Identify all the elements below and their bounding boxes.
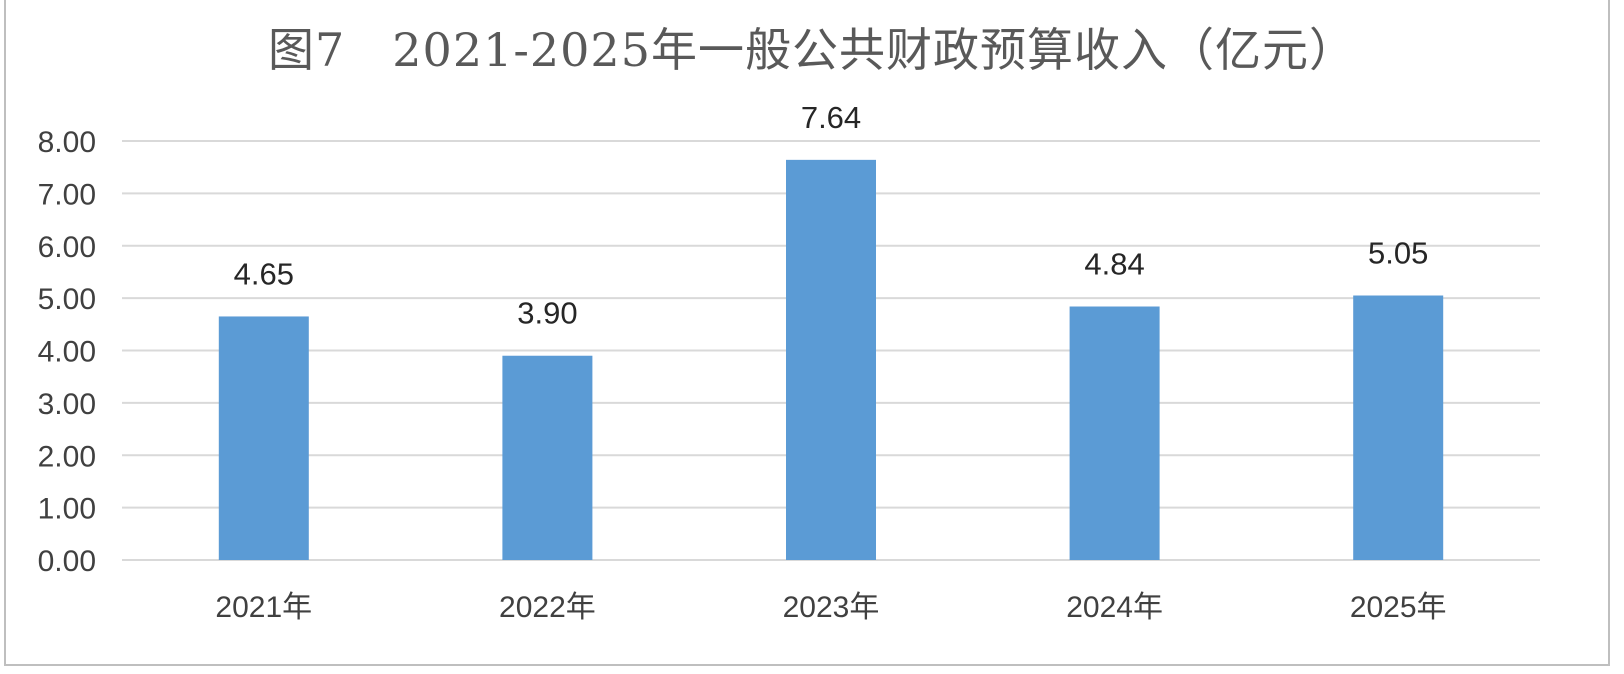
bar xyxy=(1069,306,1160,560)
x-tick-label: 2022年 xyxy=(499,591,596,624)
x-tick-label: 2021年 xyxy=(215,591,312,624)
bar xyxy=(786,159,876,561)
bar xyxy=(1353,295,1444,560)
data-label: 3.90 xyxy=(517,296,577,331)
data-label: 4.65 xyxy=(234,256,294,291)
bar xyxy=(502,355,593,560)
data-label: 7.64 xyxy=(801,100,861,135)
bar xyxy=(218,316,309,560)
y-tick-label: 1.00 xyxy=(38,493,96,526)
y-tick-label: 5.00 xyxy=(38,283,96,316)
y-tick-label: 3.00 xyxy=(38,388,96,421)
y-tick-label: 8.00 xyxy=(38,126,96,159)
y-tick-label: 6.00 xyxy=(38,231,96,264)
data-label: 4.84 xyxy=(1084,247,1144,282)
x-tick-label: 2023年 xyxy=(783,591,880,624)
x-tick-label: 2024年 xyxy=(1066,591,1163,624)
x-tick-label: 2025年 xyxy=(1350,591,1447,624)
y-tick-label: 2.00 xyxy=(38,440,96,473)
y-tick-label: 4.00 xyxy=(38,336,96,369)
data-label: 5.05 xyxy=(1368,236,1428,271)
y-tick-label: 0.00 xyxy=(38,545,96,578)
chart-title: 图7 2021-2025年一般公共财政预算收入（亿元） xyxy=(268,23,1356,77)
y-tick-label: 7.00 xyxy=(38,178,96,211)
